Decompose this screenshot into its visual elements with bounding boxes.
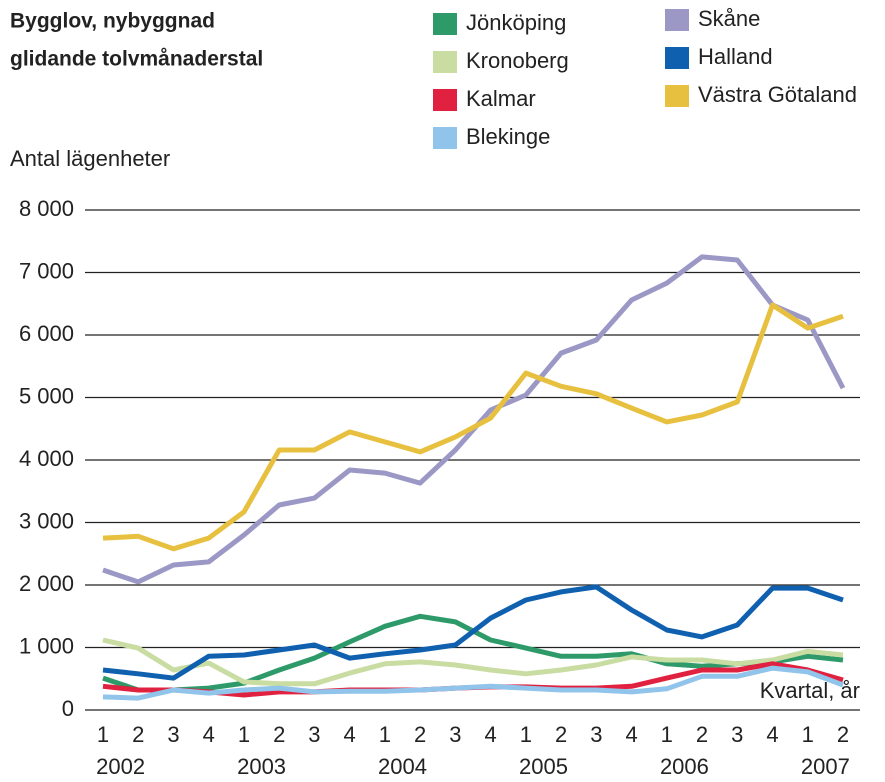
legend-swatch [665,47,689,69]
x-tick-label: 3 [449,722,461,747]
x-tick-label: 4 [625,722,637,747]
y-tick-label: 0 [62,696,74,721]
legend-label: Västra Götaland [698,82,857,107]
chart-subtitle: glidande tolvmånaderstal [10,48,263,71]
x-tick-label: 2 [414,722,426,747]
year-label: 2007 [801,754,850,779]
x-tick-label: 3 [308,722,320,747]
x-tick-label: 3 [167,722,179,747]
legend-label: Jönköping [466,10,566,35]
y-tick-label: 5 000 [19,383,74,408]
chart-title: Bygglov, nybyggnad [10,10,215,33]
series-line [102,302,844,552]
y-tick-label: 7 000 [19,258,74,283]
legend-label: Skåne [698,6,760,31]
x-axis-label: Kvartal, år [760,678,860,703]
x-tick-label: 3 [590,722,602,747]
year-label: 2004 [378,754,427,779]
y-tick-label: 8 000 [19,196,74,221]
x-tick-label: 2 [273,722,285,747]
x-tick-label: 4 [766,722,778,747]
legend-swatch [433,89,457,111]
year-label: 2003 [237,754,286,779]
y-tick-label: 4 000 [19,446,74,471]
y-tick-label: 3 000 [19,508,74,533]
x-tick-label: 4 [484,722,496,747]
legend-swatch [433,51,457,73]
legend-label: Blekinge [466,124,550,149]
x-tick-label: 2 [555,722,567,747]
legend-swatch [665,85,689,107]
x-tick-label: 2 [696,722,708,747]
legend-label: Kronoberg [466,48,569,73]
x-tick-label: 4 [203,722,215,747]
legend-swatch [665,9,689,31]
legend-label: Kalmar [466,86,536,111]
x-tick-label: 1 [802,722,814,747]
y-tick-label: 1 000 [19,633,74,658]
series-line [102,584,844,681]
x-tick-label: 1 [520,722,532,747]
legend-swatch [433,127,457,149]
year-label: 2006 [660,754,709,779]
x-tick-label: 1 [379,722,391,747]
x-tick-label: 2 [837,722,849,747]
series-line [102,637,844,687]
x-tick-label: 1 [97,722,109,747]
year-label: 2002 [96,754,145,779]
y-tick-label: 6 000 [19,321,74,346]
series-line [102,665,844,701]
x-tick-label: 1 [238,722,250,747]
y-axis-label: Antal lägenheter [10,146,170,171]
x-tick-label: 2 [132,722,144,747]
x-tick-label: 3 [731,722,743,747]
x-tick-label: 4 [344,722,356,747]
x-tick-label: 1 [661,722,673,747]
y-tick-label: 2 000 [19,571,74,596]
legend-swatch [433,13,457,35]
legend-label: Halland [698,44,773,69]
year-label: 2005 [519,754,568,779]
